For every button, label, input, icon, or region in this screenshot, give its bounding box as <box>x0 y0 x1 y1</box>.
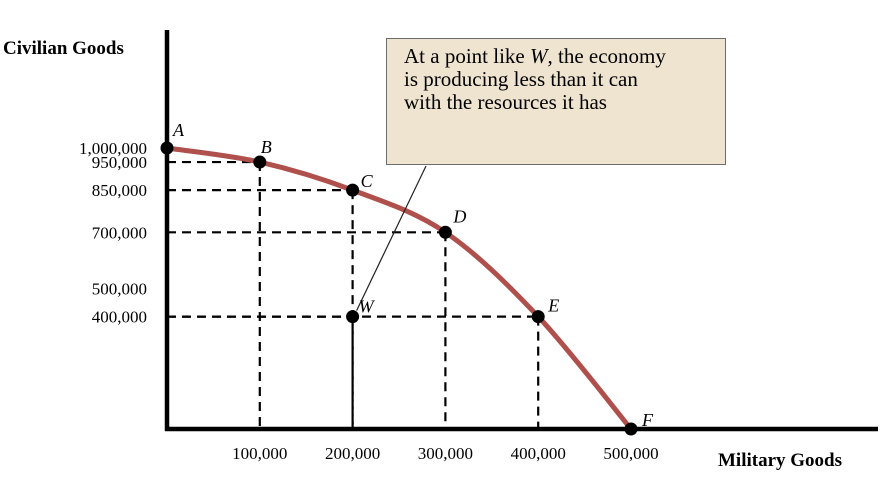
point-e-label: E <box>547 296 559 316</box>
annotation-line3: with the resources it has <box>404 90 607 114</box>
point-f-marker <box>624 422 638 436</box>
ppf-curve <box>164 145 634 432</box>
x-axis-title: Military Goods <box>718 450 842 471</box>
annotation-line1-start: At a point like <box>404 44 530 68</box>
y-axis-title: Civilian Goods <box>3 38 124 59</box>
y-tick-label: 500,000 <box>92 280 147 299</box>
y-tick-label: 850,000 <box>92 181 147 200</box>
point-c-label: C <box>361 171 374 191</box>
annotation-point-w: W <box>529 44 548 68</box>
x-tick-label: 100,000 <box>232 444 287 463</box>
point-b-label: B <box>261 137 272 157</box>
annotation-line1-end: , the economy <box>547 44 666 68</box>
annotation-callout: At a point like W, the economy is produc… <box>386 38 726 165</box>
y-tick-label: 400,000 <box>92 308 147 327</box>
point-d-label: D <box>452 206 466 226</box>
x-tick-label: 500,000 <box>603 444 658 463</box>
x-tick-label: 200,000 <box>325 444 380 463</box>
point-f-label: F <box>641 410 654 430</box>
point-c-marker <box>346 183 360 197</box>
point-d-marker <box>438 225 452 239</box>
annotation-text: At a point like W, the economy is produc… <box>404 45 720 114</box>
point-a-marker <box>160 141 174 155</box>
x-tick-label: 400,000 <box>511 444 566 463</box>
annotation-line2: is producing less than it can <box>404 67 638 91</box>
point-b-marker <box>253 155 267 169</box>
callout-leader-line <box>356 165 427 311</box>
y-tick-label: 700,000 <box>92 223 147 242</box>
point-e-marker <box>531 310 545 324</box>
x-tick-label: 300,000 <box>418 444 473 463</box>
y-tick-label: 1,000,000 <box>79 139 147 158</box>
point-w-label: W <box>359 297 376 317</box>
y-tick-label: 950,000 <box>92 153 147 172</box>
point-a-label: A <box>172 120 185 140</box>
point-w-marker <box>346 310 360 324</box>
